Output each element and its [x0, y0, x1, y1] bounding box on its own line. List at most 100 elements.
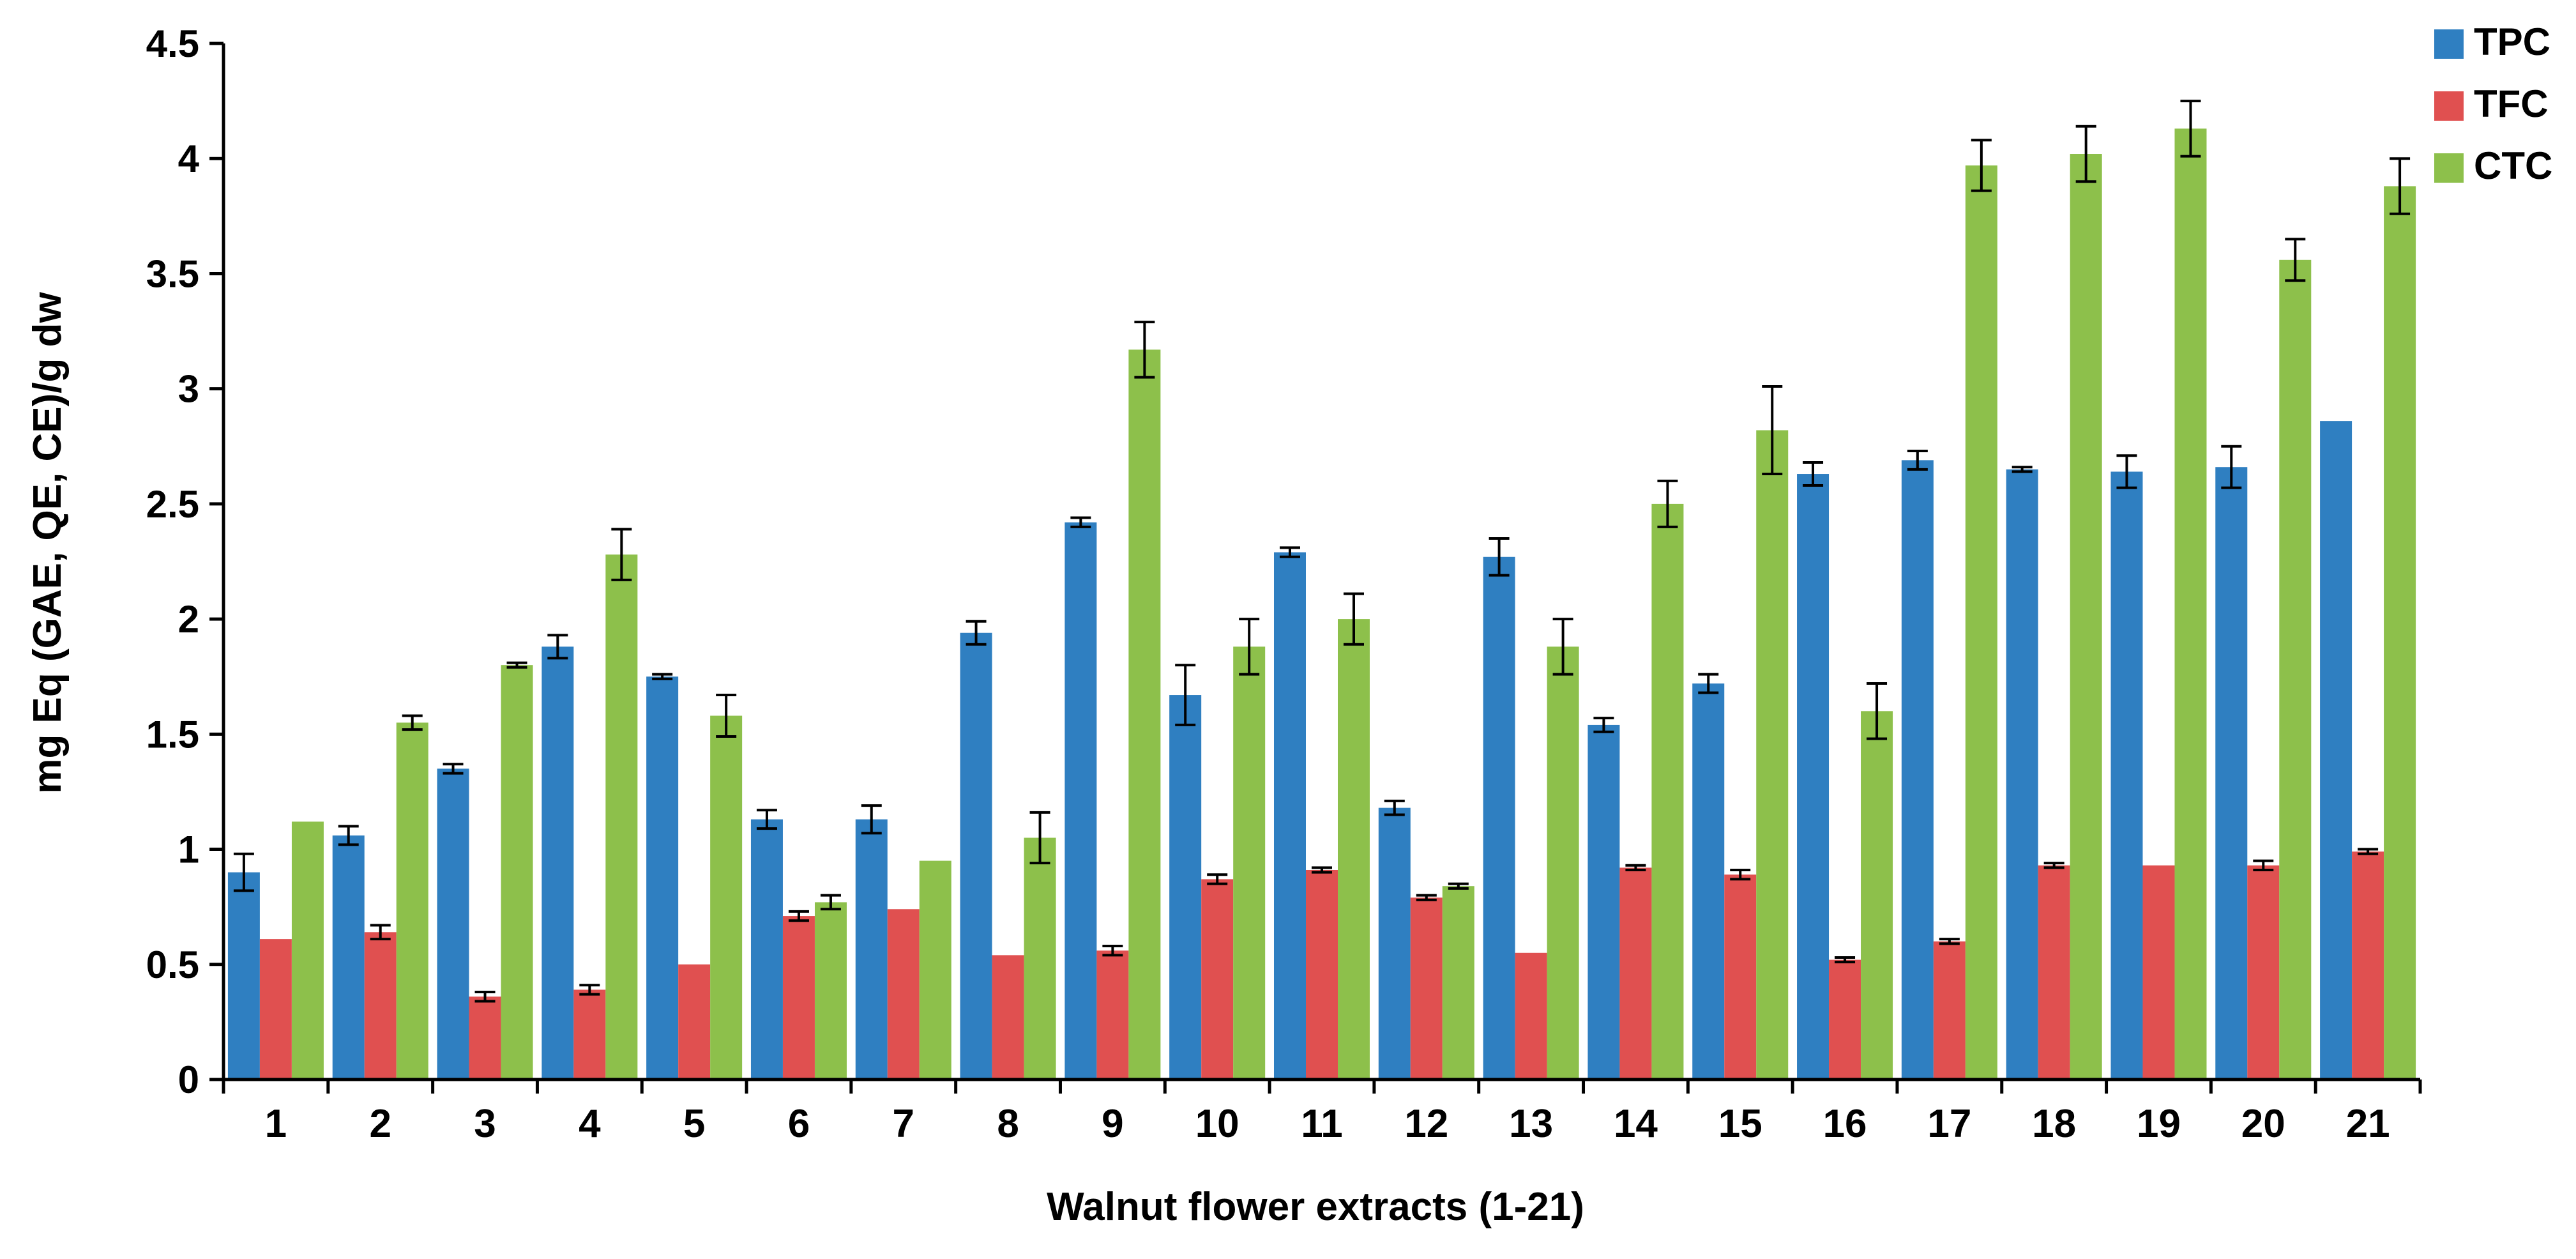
legend-swatch-ctc — [2434, 153, 2464, 183]
bar-tfc-14 — [1619, 867, 1652, 1080]
legend-label-tpc: TPC — [2474, 20, 2550, 63]
bar-tfc-11 — [1306, 869, 1338, 1080]
bar-tfc-15 — [1724, 874, 1757, 1080]
bar-tfc-16 — [1829, 959, 1861, 1080]
bar-tpc-21 — [2320, 421, 2352, 1080]
x-tick-label: 4 — [579, 1102, 601, 1146]
legend-swatch-tpc — [2434, 29, 2464, 59]
bar-ctc-5 — [710, 715, 743, 1080]
y-tick-label: 2 — [178, 598, 199, 641]
bar-tpc-5 — [646, 676, 679, 1080]
x-tick-label: 21 — [2346, 1102, 2390, 1146]
legend-swatch-tfc — [2434, 91, 2464, 121]
bar-ctc-18 — [2070, 154, 2102, 1080]
x-tick-label: 12 — [1404, 1102, 1448, 1146]
bar-ctc-2 — [396, 722, 428, 1080]
legend-label-ctc: CTC — [2474, 144, 2552, 187]
bar-tfc-12 — [1410, 897, 1443, 1080]
y-tick-label: 1.5 — [146, 713, 199, 756]
bar-tpc-2 — [332, 835, 365, 1080]
bar-ctc-1 — [291, 821, 324, 1080]
x-tick-label: 20 — [2241, 1102, 2285, 1146]
y-tick-label: 0.5 — [146, 943, 199, 986]
series-tpc — [227, 421, 2352, 1080]
bar-tpc-8 — [960, 632, 992, 1080]
x-tick-label: 7 — [893, 1102, 914, 1146]
x-tick-label: 16 — [1823, 1102, 1867, 1146]
bar-tpc-10 — [1169, 695, 1202, 1080]
bar-tpc-15 — [1692, 683, 1725, 1080]
bar-ctc-4 — [605, 554, 638, 1080]
x-tick-label: 17 — [1927, 1102, 1971, 1146]
bar-ctc-19 — [2174, 128, 2207, 1080]
x-tick-label: 3 — [474, 1102, 496, 1146]
bar-tpc-14 — [1587, 724, 1620, 1080]
bar-tfc-21 — [2352, 851, 2384, 1080]
bar-ctc-8 — [1024, 837, 1056, 1080]
bar-ctc-14 — [1651, 503, 1684, 1080]
bar-tpc-4 — [542, 646, 574, 1080]
y-axis-label: mg Eq (GAE, QE, CE)/g dw — [26, 292, 70, 794]
x-tick-label: 13 — [1509, 1102, 1553, 1146]
x-tick-label: 1 — [265, 1102, 287, 1146]
bar-tfc-20 — [2247, 865, 2280, 1080]
x-tick-label: 14 — [1614, 1102, 1658, 1146]
bar-tpc-3 — [437, 768, 469, 1080]
legend: TPC TFC CTC — [2434, 20, 2552, 187]
bar-ctc-9 — [1128, 349, 1161, 1080]
bar-ctc-11 — [1338, 619, 1370, 1080]
bar-tpc-16 — [1797, 474, 1830, 1080]
bar-ctc-12 — [1442, 886, 1474, 1080]
bar-tpc-20 — [2215, 467, 2248, 1080]
x-tick-label: 6 — [788, 1102, 810, 1146]
bar-tfc-19 — [2142, 865, 2175, 1080]
bar-tfc-13 — [1515, 952, 1547, 1080]
bar-tpc-12 — [1378, 807, 1411, 1080]
bar-ctc-21 — [2384, 186, 2416, 1080]
y-axis: 0 0.5 1 1.5 2 2.5 3 3.5 4 4.5 — [146, 22, 225, 1101]
bar-tfc-1 — [259, 939, 292, 1080]
bar-tfc-6 — [782, 916, 815, 1080]
bar-tfc-10 — [1201, 879, 1234, 1080]
bar-tpc-1 — [227, 872, 260, 1080]
series-ctc — [291, 100, 2416, 1080]
bar-tpc-11 — [1274, 552, 1306, 1080]
bar-tfc-3 — [469, 996, 501, 1080]
bar-tpc-9 — [1064, 522, 1097, 1080]
bar-tpc-17 — [1901, 460, 1934, 1080]
x-tick-label: 18 — [2032, 1102, 2076, 1146]
bar-ctc-10 — [1233, 646, 1266, 1080]
bar-tfc-5 — [678, 964, 711, 1080]
x-tick-label: 5 — [683, 1102, 705, 1146]
bar-ctc-13 — [1547, 646, 1579, 1080]
x-axis: 1 2 3 4 5 6 7 8 9 10 11 12 13 14 15 16 17 18 19 20 21 — [222, 1078, 2422, 1146]
legend-label-tfc: TFC — [2474, 82, 2549, 125]
bar-tfc-4 — [573, 989, 606, 1080]
bar-tfc-18 — [2038, 865, 2070, 1080]
bar-tfc-17 — [1933, 941, 1966, 1080]
x-tick-label: 15 — [1718, 1102, 1762, 1146]
bar-ctc-7 — [919, 860, 951, 1080]
bar-tpc-13 — [1483, 556, 1515, 1080]
y-tick-label: 3.5 — [146, 252, 199, 295]
y-tick-label: 4 — [178, 137, 200, 180]
x-tick-label: 11 — [1301, 1102, 1343, 1146]
x-tick-label: 9 — [1102, 1102, 1123, 1146]
bar-tfc-8 — [992, 955, 1024, 1080]
plot-area — [227, 100, 2416, 1080]
y-tick-label: 0 — [178, 1058, 199, 1101]
bar-tpc-19 — [2110, 471, 2143, 1080]
x-tick-label: 2 — [369, 1102, 391, 1146]
bar-tfc-7 — [887, 909, 920, 1080]
y-tick-label: 4.5 — [146, 22, 199, 65]
bar-tfc-2 — [364, 932, 397, 1080]
bar-ctc-20 — [2279, 259, 2312, 1080]
y-tick-label: 2.5 — [146, 483, 199, 526]
x-tick-label: 8 — [997, 1102, 1019, 1146]
bar-tfc-9 — [1096, 950, 1129, 1080]
series-tfc — [259, 848, 2384, 1080]
x-tick-label: 10 — [1195, 1102, 1239, 1146]
x-axis-label: Walnut flower extracts (1-21) — [1047, 1185, 1584, 1229]
bar-ctc-3 — [501, 665, 533, 1080]
